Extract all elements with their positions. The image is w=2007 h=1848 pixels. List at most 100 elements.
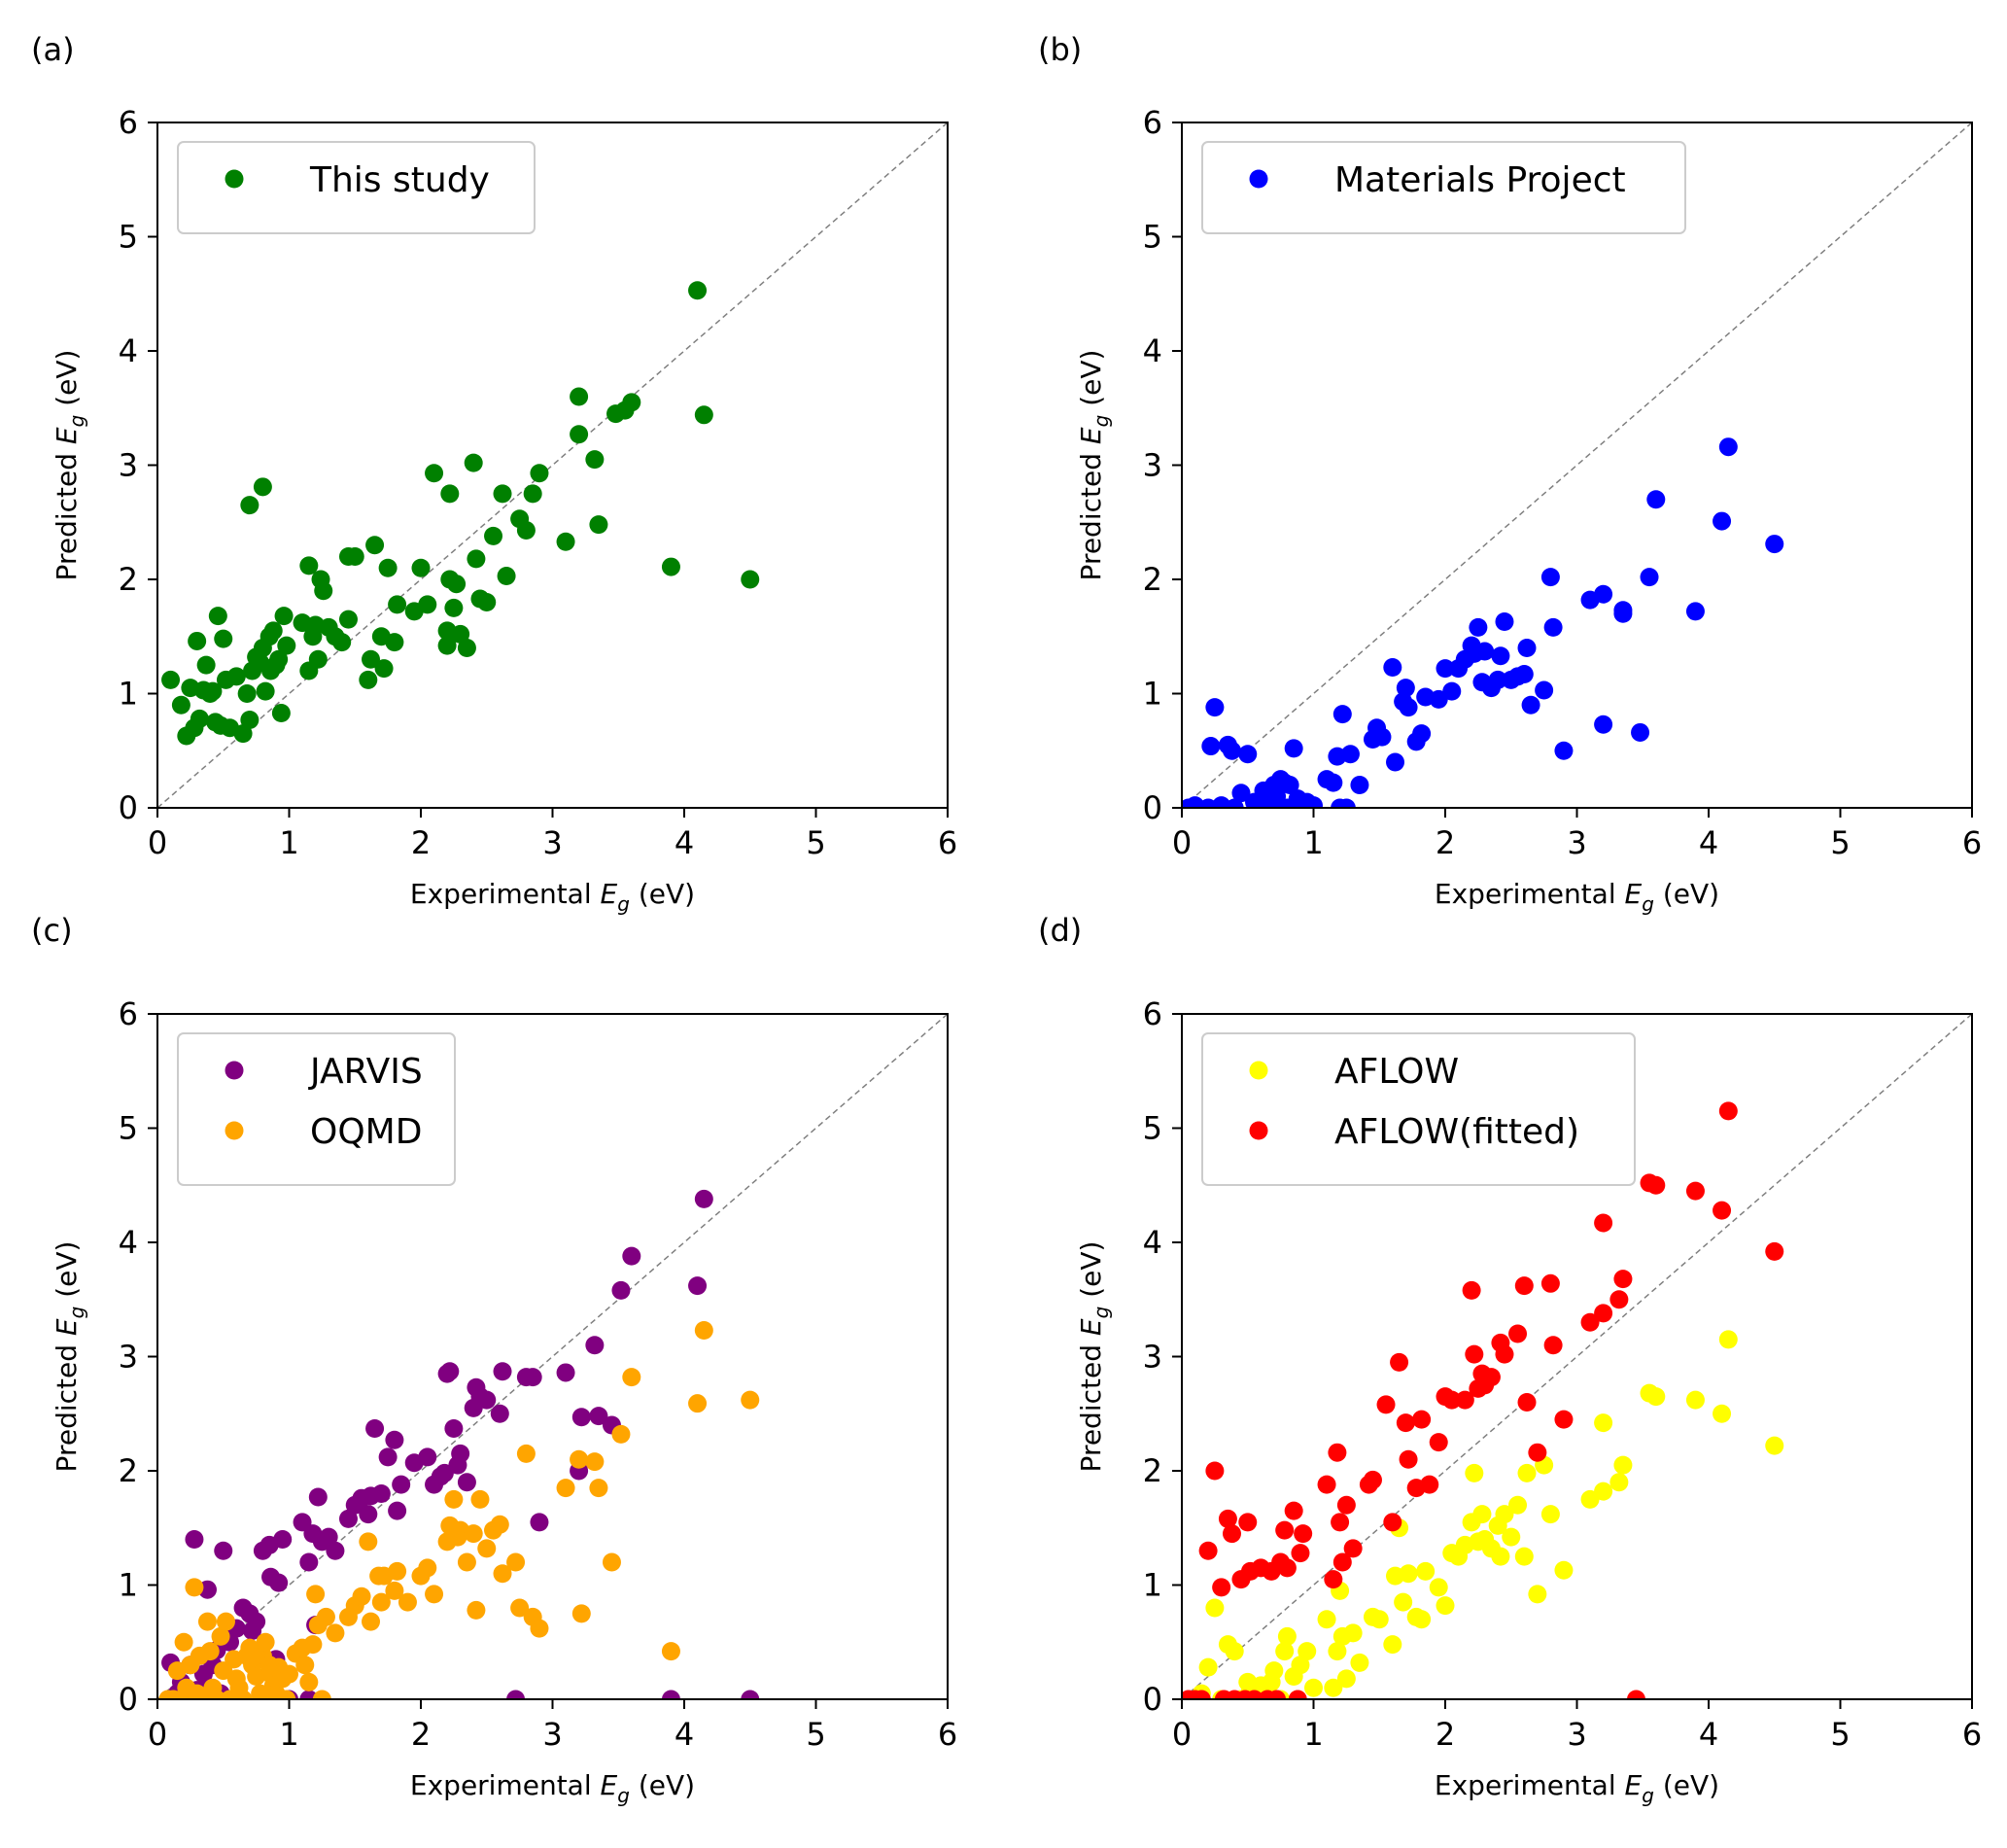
y-axis-label: Predicted Eg (eV) xyxy=(51,350,88,581)
point-aflow-fitted xyxy=(1328,1443,1347,1462)
point-aflow xyxy=(1298,1642,1317,1661)
y-axis-label: Predicted Eg (eV) xyxy=(51,1241,88,1473)
y-tick-label: 1 xyxy=(1143,1567,1162,1604)
point-oqmd xyxy=(247,1667,266,1686)
point-aflow-fitted xyxy=(1554,1410,1574,1429)
point-oqmd xyxy=(741,1390,760,1410)
point-oqmd xyxy=(493,1564,512,1584)
point-aflow xyxy=(1225,1642,1244,1661)
point-oqmd xyxy=(467,1600,486,1620)
legend-marker xyxy=(1249,169,1268,189)
point-oqmd xyxy=(200,1642,220,1661)
point-oqmd xyxy=(316,1607,335,1626)
legend: AFLOW AFLOW(fitted) xyxy=(1201,1032,1636,1186)
point-aflow-fitted xyxy=(1376,1395,1396,1414)
point-oqmd xyxy=(306,1585,326,1604)
point-this-study xyxy=(523,484,542,504)
point-jarvis xyxy=(622,1246,641,1266)
point-materials-project xyxy=(1495,611,1514,631)
x-tick-label: 4 xyxy=(1699,824,1718,861)
x-tick-label: 1 xyxy=(1303,824,1323,861)
point-aflow xyxy=(1685,1390,1705,1410)
point-materials-project xyxy=(1280,776,1299,794)
point-aflow xyxy=(1502,1527,1521,1547)
legend-label: AFLOW xyxy=(1334,1052,1459,1092)
x-axis-label: Experimental Eg (eV) xyxy=(1435,1769,1719,1807)
point-aflow xyxy=(1613,1455,1633,1475)
point-aflow-fitted xyxy=(1609,1290,1629,1309)
point-materials-project xyxy=(1594,715,1613,734)
x-tick-label: 0 xyxy=(148,824,167,861)
point-this-study xyxy=(516,520,536,540)
point-aflow-fitted xyxy=(1481,1368,1501,1387)
panel-label: (d) xyxy=(1038,912,1082,949)
legend-label: Materials Project xyxy=(1334,160,1626,200)
point-this-study xyxy=(570,425,589,444)
point-jarvis xyxy=(490,1404,509,1423)
point-aflow xyxy=(1472,1505,1492,1524)
point-this-study xyxy=(365,536,385,555)
point-aflow xyxy=(1465,1463,1484,1482)
point-aflow-fitted xyxy=(1277,1558,1297,1578)
point-aflow-fitted xyxy=(1383,1513,1402,1532)
point-aflow xyxy=(1517,1463,1537,1482)
point-aflow-fitted xyxy=(1399,1449,1418,1469)
point-aflow-fitted xyxy=(1765,1241,1784,1261)
point-jarvis xyxy=(477,1390,497,1410)
point-oqmd xyxy=(362,1612,381,1631)
legend-box xyxy=(177,141,536,234)
legend-label: OQMD xyxy=(310,1112,422,1152)
point-materials-project xyxy=(1386,752,1405,772)
point-aflow xyxy=(1508,1495,1528,1515)
point-aflow xyxy=(1399,1564,1418,1584)
legend-box xyxy=(1201,1032,1636,1186)
point-this-study xyxy=(208,607,227,626)
y-tick-label: 0 xyxy=(1143,789,1162,826)
point-this-study xyxy=(493,484,512,504)
point-jarvis xyxy=(451,1444,470,1463)
point-this-study xyxy=(190,709,209,728)
point-jarvis xyxy=(523,1368,542,1387)
point-this-study xyxy=(477,593,497,611)
point-this-study xyxy=(589,515,608,535)
x-tick-label: 6 xyxy=(1962,1716,1982,1753)
point-aflow xyxy=(1718,1330,1738,1349)
legend-marker xyxy=(225,1121,244,1140)
point-jarvis xyxy=(359,1505,378,1524)
point-this-study xyxy=(457,639,476,657)
y-axis-label: Predicted Eg (eV) xyxy=(1075,350,1113,581)
point-jarvis xyxy=(571,1408,591,1427)
point-oqmd xyxy=(490,1515,509,1534)
point-jarvis xyxy=(273,1530,293,1549)
y-tick-label: 5 xyxy=(1143,1110,1162,1147)
point-aflow-fitted xyxy=(1222,1524,1241,1544)
point-materials-project xyxy=(1646,490,1666,509)
point-this-study xyxy=(196,655,216,675)
point-aflow-fitted xyxy=(1238,1513,1258,1532)
point-aflow xyxy=(1713,1404,1732,1423)
point-aflow-fitted xyxy=(1594,1213,1613,1233)
x-tick-label: 5 xyxy=(806,824,825,861)
point-this-study xyxy=(188,631,207,650)
legend-label: This study xyxy=(309,160,490,200)
point-this-study xyxy=(171,695,190,715)
y-tick-label: 5 xyxy=(119,219,138,256)
y-tick-label: 5 xyxy=(119,1110,138,1147)
point-aflow-fitted xyxy=(1508,1324,1528,1343)
point-aflow xyxy=(1429,1578,1448,1597)
point-oqmd xyxy=(326,1623,345,1643)
point-aflow-fitted xyxy=(1396,1413,1415,1433)
x-tick-label: 0 xyxy=(1172,824,1192,861)
point-oqmd xyxy=(425,1585,444,1604)
x-tick-label: 6 xyxy=(938,1716,957,1753)
point-materials-project xyxy=(1284,739,1303,758)
point-aflow xyxy=(1540,1505,1560,1524)
point-this-study xyxy=(253,477,272,497)
point-this-study xyxy=(570,387,589,406)
point-aflow xyxy=(1277,1626,1297,1646)
point-oqmd xyxy=(530,1619,549,1638)
legend-label: AFLOW(fitted) xyxy=(1334,1112,1579,1152)
legend: JARVIS OQMD xyxy=(177,1032,456,1186)
point-jarvis xyxy=(611,1280,631,1300)
point-jarvis xyxy=(661,1690,680,1699)
